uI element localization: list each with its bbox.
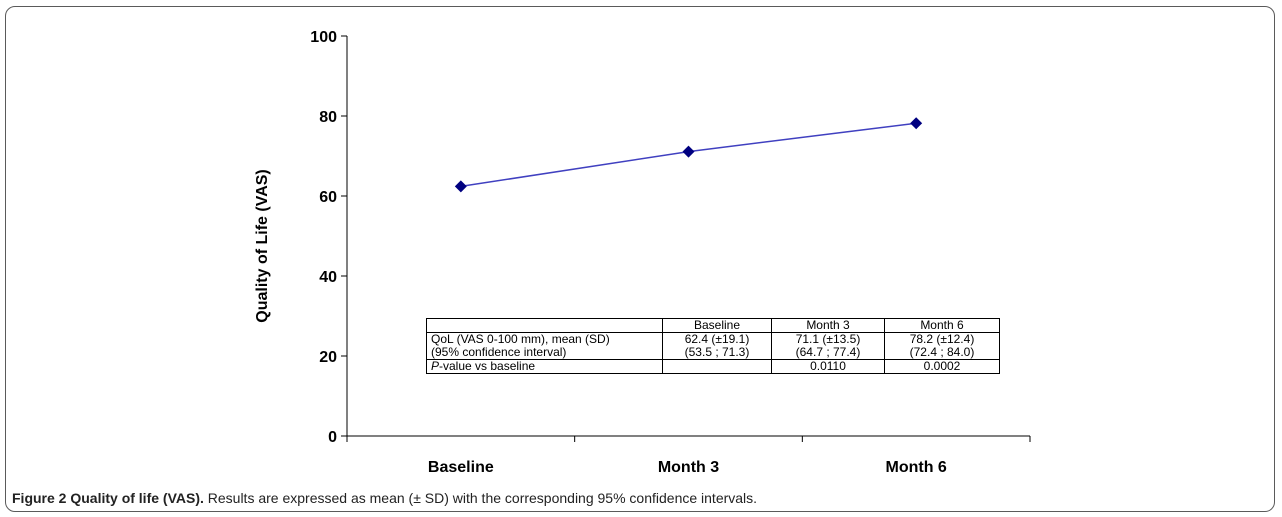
table-header-month3: Month 3 — [771, 318, 885, 333]
data-point-baseline — [454, 180, 467, 193]
table-header-baseline: Baseline — [662, 318, 772, 333]
qol-month3-mean: 71.1 (±13.5) — [795, 332, 861, 346]
table-header-month6: Month 6 — [884, 318, 1000, 333]
table-cell-pvalue-label: P-value vs baseline — [426, 359, 663, 374]
y-tick-label-20: 20 — [319, 349, 337, 366]
qol-label-line1: QoL (VAS 0-100 mm), mean (SD) — [431, 332, 610, 346]
x-tick-label-0: Baseline — [428, 459, 494, 476]
data-point-month-3 — [682, 145, 695, 158]
caption-text: Results are expressed as mean (± SD) wit… — [203, 490, 758, 506]
table-cell-qol-month3: 71.1 (±13.5) (64.7 ; 77.4) — [771, 332, 885, 360]
qol-month3-ci: (64.7 ; 77.4) — [795, 345, 861, 359]
caption-figure-label: Figure 2 Quality of life (VAS). — [12, 490, 204, 506]
table-cell-pvalue-month3: 0.0110 — [771, 359, 885, 374]
qol-label-line2: (95% confidence interval) — [431, 345, 567, 359]
table-cell-qol-month6: 78.2 (±12.4) (72.4 ; 84.0) — [884, 332, 1000, 360]
table-row-qol: QoL (VAS 0-100 mm), mean (SD) (95% confi… — [426, 332, 1000, 360]
y-tick-label-100: 100 — [310, 29, 337, 46]
figure-frame — [5, 6, 1275, 512]
table-header-empty — [426, 318, 663, 333]
table-cell-qol-label: QoL (VAS 0-100 mm), mean (SD) (95% confi… — [426, 332, 663, 360]
table-cell-pvalue-month6: 0.0002 — [884, 359, 1000, 374]
qol-month6-mean: 78.2 (±12.4) — [909, 332, 975, 346]
x-tick-label-2: Month 6 — [886, 459, 947, 476]
y-tick-label-60: 60 — [319, 189, 337, 206]
table-row-pvalue: P-value vs baseline 0.0110 0.0002 — [426, 359, 1000, 374]
y-tick-label-40: 40 — [319, 269, 337, 286]
table-cell-pvalue-baseline — [662, 359, 772, 374]
x-tick-label-1: Month 3 — [658, 459, 719, 476]
p-italic: P — [431, 359, 440, 373]
y-tick-label-0: 0 — [328, 429, 337, 446]
y-axis-label: Quality of Life (VAS) — [254, 169, 271, 322]
qol-baseline-ci: (53.5 ; 71.3) — [684, 345, 750, 359]
y-tick-label-80: 80 — [319, 109, 337, 126]
qol-month6-ci: (72.4 ; 84.0) — [909, 345, 975, 359]
table-cell-qol-baseline: 62.4 (±19.1) (53.5 ; 71.3) — [662, 332, 772, 360]
qol-baseline-mean: 62.4 (±19.1) — [684, 332, 750, 346]
table-header-row: Baseline Month 3 Month 6 — [426, 318, 1000, 333]
pvalue-label-rest: -value vs baseline — [439, 359, 536, 373]
figure-caption: Figure 2 Quality of life (VAS). Results … — [12, 490, 757, 506]
data-table: Baseline Month 3 Month 6 QoL (VAS 0-100 … — [426, 318, 1000, 374]
data-point-month-6 — [910, 117, 923, 130]
